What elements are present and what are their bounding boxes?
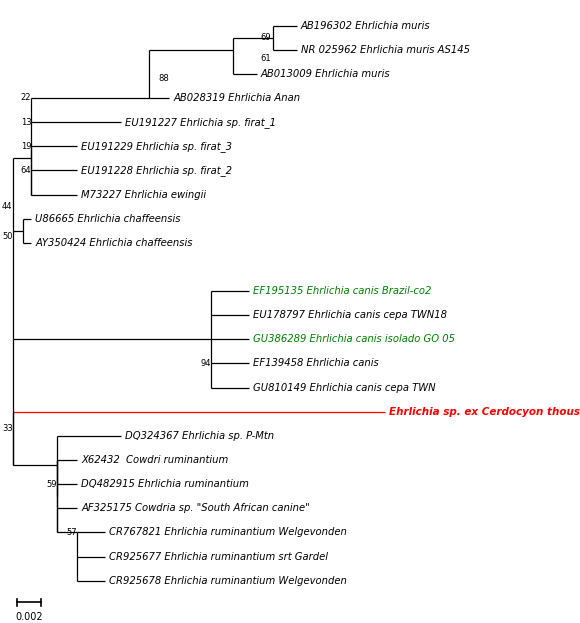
Text: 33: 33	[2, 424, 13, 433]
Text: 64: 64	[21, 166, 31, 175]
Text: EU191228 Ehrlichia sp. firat_2: EU191228 Ehrlichia sp. firat_2	[81, 165, 232, 176]
Text: 88: 88	[158, 74, 169, 83]
Text: 22: 22	[21, 93, 31, 102]
Text: EU191229 Ehrlichia sp. firat_3: EU191229 Ehrlichia sp. firat_3	[81, 141, 232, 151]
Text: AB028319 Ehrlichia Anan: AB028319 Ehrlichia Anan	[173, 93, 300, 103]
Text: 44: 44	[2, 202, 13, 211]
Text: GU386289 Ehrlichia canis isolado GO 05: GU386289 Ehrlichia canis isolado GO 05	[253, 335, 455, 345]
Text: Ehrlichia sp. ex Cerdocyon thous: Ehrlichia sp. ex Cerdocyon thous	[389, 407, 580, 417]
Text: DQ324367 Ehrlichia sp. P-Mtn: DQ324367 Ehrlichia sp. P-Mtn	[125, 431, 274, 441]
Text: 61: 61	[260, 54, 271, 63]
Text: 57: 57	[67, 528, 77, 537]
Text: CR767821 Ehrlichia ruminantium Welgevonden: CR767821 Ehrlichia ruminantium Welgevond…	[109, 528, 347, 538]
Text: CR925677 Ehrlichia ruminantium srt Gardel: CR925677 Ehrlichia ruminantium srt Garde…	[109, 551, 328, 561]
Text: AY350424 Ehrlichia chaffeensis: AY350424 Ehrlichia chaffeensis	[35, 238, 193, 248]
Text: X62432  Cowdri ruminantium: X62432 Cowdri ruminantium	[81, 455, 229, 465]
Text: EU191227 Ehrlichia sp. firat_1: EU191227 Ehrlichia sp. firat_1	[125, 117, 276, 128]
Text: DQ482915 Ehrlichia ruminantium: DQ482915 Ehrlichia ruminantium	[81, 479, 249, 489]
Text: U86665 Ehrlichia chaffeensis: U86665 Ehrlichia chaffeensis	[35, 214, 181, 224]
Text: EF195135 Ehrlichia canis Brazil-co2: EF195135 Ehrlichia canis Brazil-co2	[253, 286, 432, 296]
Text: GU810149 Ehrlichia canis cepa TWN: GU810149 Ehrlichia canis cepa TWN	[253, 383, 436, 392]
Text: AF325175 Cowdria sp. "South African canine": AF325175 Cowdria sp. "South African cani…	[81, 503, 310, 513]
Text: 69: 69	[260, 33, 271, 42]
Text: AB013009 Ehrlichia muris: AB013009 Ehrlichia muris	[261, 69, 390, 78]
Text: 59: 59	[47, 480, 57, 488]
Text: 19: 19	[21, 141, 31, 151]
Text: 13: 13	[21, 118, 31, 126]
Text: EU178797 Ehrlichia canis cepa TWN18: EU178797 Ehrlichia canis cepa TWN18	[253, 310, 447, 320]
Text: CR925678 Ehrlichia ruminantium Welgevonden: CR925678 Ehrlichia ruminantium Welgevond…	[109, 576, 347, 586]
Text: 50: 50	[2, 232, 13, 241]
Text: EF139458 Ehrlichia canis: EF139458 Ehrlichia canis	[253, 358, 379, 368]
Text: 0.002: 0.002	[16, 612, 43, 622]
Text: AB196302 Ehrlichia muris: AB196302 Ehrlichia muris	[301, 21, 430, 31]
Text: NR 025962 Ehrlichia muris AS145: NR 025962 Ehrlichia muris AS145	[301, 45, 470, 55]
Text: M73227 Ehrlichia ewingii: M73227 Ehrlichia ewingii	[81, 189, 206, 199]
Text: 94: 94	[201, 359, 211, 368]
